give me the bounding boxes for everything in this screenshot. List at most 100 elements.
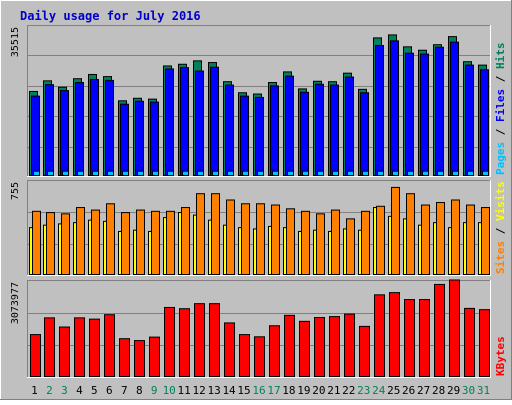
sites-bar bbox=[136, 209, 145, 275]
hits-files-pages-panel: 35515 Pages / Files / Hits bbox=[10, 25, 507, 177]
pages-bar bbox=[33, 170, 40, 176]
kbytes-bar bbox=[119, 338, 130, 377]
files-bar bbox=[165, 68, 174, 176]
sites-visits-max-label: 755 bbox=[10, 182, 21, 200]
sites-bar bbox=[211, 193, 220, 275]
pages-bar bbox=[422, 170, 429, 176]
kbytes-bar bbox=[419, 299, 430, 377]
kbytes-bar bbox=[434, 283, 445, 377]
kbytes-bar bbox=[329, 316, 340, 378]
files-bar bbox=[195, 70, 204, 176]
files-bar bbox=[240, 95, 249, 176]
kbytes-bar bbox=[134, 340, 145, 378]
day-label: 2 bbox=[46, 384, 53, 397]
day-label: 27 bbox=[417, 384, 430, 397]
kbytes-bar bbox=[479, 309, 490, 377]
files-bar bbox=[135, 100, 144, 176]
pages-bar bbox=[257, 170, 264, 176]
sites-bar bbox=[421, 204, 430, 275]
chart-title: Daily usage for July 2016 bbox=[20, 9, 201, 23]
sites-bar bbox=[331, 209, 340, 275]
pages-bar bbox=[482, 170, 489, 176]
day-label: 31 bbox=[477, 384, 490, 397]
pages-bar bbox=[302, 170, 309, 176]
pages-bar bbox=[137, 170, 144, 176]
pages-bar bbox=[347, 170, 354, 176]
day-label: 28 bbox=[432, 384, 445, 397]
sites-bar bbox=[106, 203, 115, 276]
kbytes-bar bbox=[44, 317, 55, 378]
axis-label-sites: Sites bbox=[494, 241, 507, 274]
sites-bar bbox=[151, 210, 160, 276]
pages-bar bbox=[107, 170, 114, 176]
pages-bar bbox=[287, 170, 294, 176]
pages-bar bbox=[452, 170, 459, 176]
files-bar bbox=[315, 83, 324, 176]
kbytes-bar bbox=[344, 313, 355, 378]
pages-bar bbox=[272, 170, 279, 176]
axis-label-files: Files bbox=[494, 89, 507, 122]
kbytes-bar bbox=[164, 306, 175, 377]
files-bar bbox=[75, 82, 84, 176]
pages-bar bbox=[227, 170, 234, 176]
sites-bar bbox=[301, 210, 310, 276]
pages-bar bbox=[92, 170, 99, 176]
kbytes-bar bbox=[314, 317, 325, 378]
kbytes-panel: 3073977 KBytes bbox=[10, 279, 507, 378]
sites-bar bbox=[316, 213, 325, 276]
day-label: 23 bbox=[357, 384, 370, 397]
sites-bar bbox=[346, 218, 355, 276]
kbytes-bar bbox=[149, 336, 160, 377]
pages-bar bbox=[152, 170, 159, 176]
files-bar bbox=[435, 46, 444, 176]
sites-bar bbox=[61, 213, 70, 276]
kbytes-max-label: 3073977 bbox=[10, 282, 21, 324]
day-label: 7 bbox=[121, 384, 128, 397]
sites-bar bbox=[451, 199, 460, 275]
pages-bar bbox=[77, 170, 84, 176]
files-bar bbox=[225, 84, 234, 176]
files-bar bbox=[450, 41, 459, 176]
kbytes-bar bbox=[30, 334, 41, 377]
kbytes-bar bbox=[389, 292, 400, 378]
day-label: 17 bbox=[267, 384, 280, 397]
sites-bar bbox=[271, 204, 280, 275]
files-bar bbox=[405, 52, 414, 176]
files-bar bbox=[150, 101, 159, 176]
sites-bar bbox=[391, 186, 400, 275]
axis-label-hits: Hits bbox=[494, 43, 507, 70]
pages-bar bbox=[407, 170, 414, 176]
pages-bar bbox=[437, 170, 444, 176]
pages-bar bbox=[377, 170, 384, 176]
files-bar bbox=[480, 69, 489, 176]
sites-bar bbox=[406, 193, 415, 275]
day-label: 6 bbox=[106, 384, 113, 397]
sites-bar bbox=[286, 208, 295, 276]
pages-bar bbox=[212, 170, 219, 176]
files-bar bbox=[465, 64, 474, 176]
kbytes-bar bbox=[464, 307, 475, 377]
files-bar bbox=[105, 79, 114, 176]
sites-bar bbox=[46, 212, 55, 275]
pages-bar bbox=[317, 170, 324, 176]
files-bar bbox=[210, 66, 219, 176]
kbytes-bar bbox=[284, 314, 295, 378]
axis-label-kbytes: KBytes bbox=[494, 336, 507, 376]
day-label: 8 bbox=[136, 384, 143, 397]
sites-visits-panel: 755 Sites / Visits bbox=[10, 180, 507, 276]
files-bar bbox=[120, 103, 129, 176]
day-label: 29 bbox=[447, 384, 460, 397]
files-bar bbox=[180, 67, 189, 176]
day-label: 30 bbox=[462, 384, 475, 397]
files-bar bbox=[285, 75, 294, 176]
pages-bar bbox=[197, 170, 204, 176]
kbytes-bar bbox=[224, 322, 235, 378]
kbytes-bar bbox=[269, 325, 280, 377]
kbytes-bar bbox=[254, 336, 265, 377]
files-bar bbox=[300, 91, 309, 176]
day-label: 18 bbox=[282, 384, 295, 397]
pages-bar bbox=[47, 170, 54, 176]
pages-bar bbox=[242, 170, 249, 176]
